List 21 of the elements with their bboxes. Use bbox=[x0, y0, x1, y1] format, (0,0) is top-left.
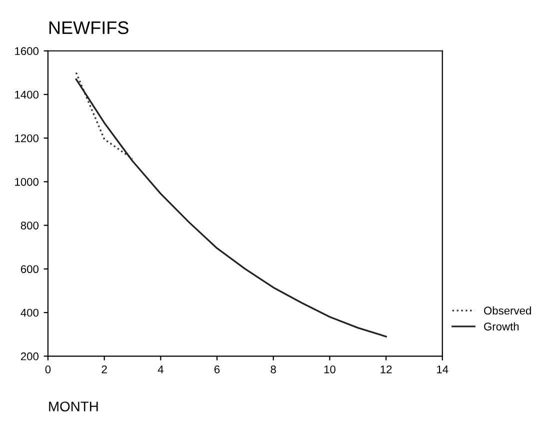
x-tick-label: 14 bbox=[437, 366, 448, 374]
y-tick-label: 800 bbox=[20, 222, 39, 230]
x-tick-label: 0 bbox=[45, 365, 51, 374]
y-tick-label: 600 bbox=[20, 265, 39, 274]
chart-title: NEWFIFS bbox=[49, 21, 128, 34]
y-tick-label: 1200 bbox=[15, 134, 39, 142]
legend-label: Growth bbox=[484, 322, 519, 330]
y-tick-label: 1600 bbox=[15, 47, 39, 56]
line-series bbox=[75, 78, 387, 338]
y-tick-label: 1000 bbox=[15, 178, 39, 186]
y-tick-label: 400 bbox=[20, 308, 39, 317]
x-tick-label: 4 bbox=[158, 366, 164, 374]
x-tick-label: 8 bbox=[270, 365, 276, 374]
x-tick-label: 6 bbox=[214, 365, 220, 374]
y-tick-label: 1400 bbox=[15, 90, 39, 99]
x-tick-label: 10 bbox=[324, 365, 336, 374]
y-tick-label: 200 bbox=[20, 352, 39, 360]
legend-label: Observed bbox=[484, 306, 531, 315]
x-tick-label: 12 bbox=[380, 365, 392, 374]
x-tick-label: 2 bbox=[102, 365, 107, 374]
x-axis-title: MONTH bbox=[49, 402, 98, 412]
